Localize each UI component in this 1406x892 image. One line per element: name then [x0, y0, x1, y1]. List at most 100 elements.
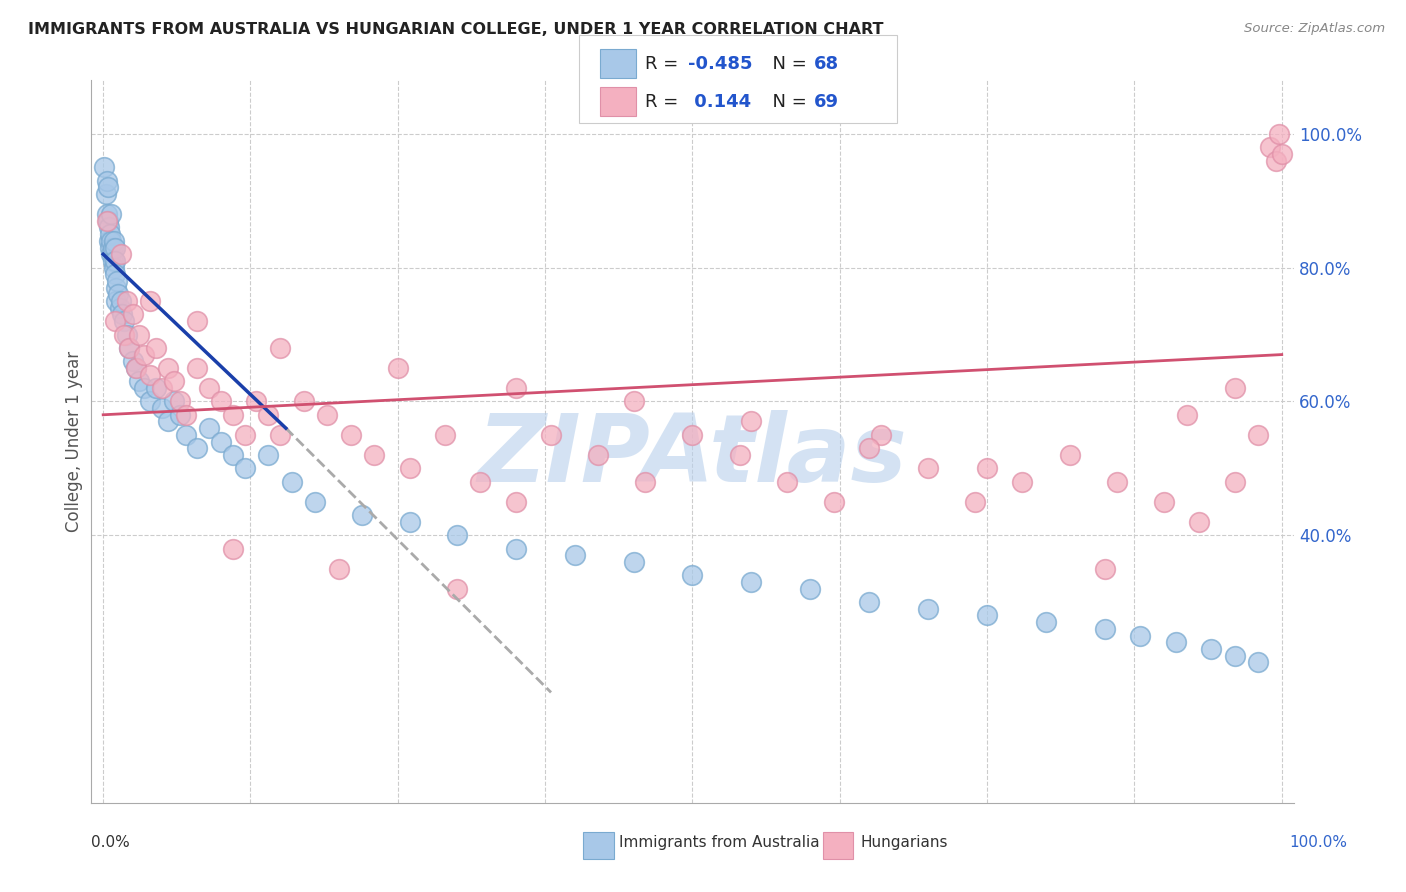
Text: Hungarians: Hungarians [860, 836, 948, 850]
Point [104, 241, 127, 255]
Point [186, 361, 208, 376]
Point [209, 434, 232, 449]
Point [281, 475, 304, 489]
Point [398, 461, 420, 475]
Point [139, 368, 162, 382]
Point [209, 394, 232, 409]
Point [150, 381, 173, 395]
Text: Immigrants from Australia: Immigrants from Australia [619, 836, 820, 850]
Point [186, 442, 208, 455]
Point [1094, 622, 1116, 636]
Point [115, 327, 138, 342]
Point [156, 414, 179, 429]
Point [1129, 628, 1152, 642]
Point [387, 361, 409, 376]
Text: N =: N = [761, 93, 813, 112]
Point [623, 394, 645, 409]
Point [96, 207, 118, 221]
Point [470, 475, 492, 489]
Point [112, 314, 135, 328]
Point [156, 361, 179, 376]
Point [98, 220, 121, 235]
Point [105, 294, 128, 309]
Point [634, 475, 657, 489]
Point [169, 394, 191, 409]
Point [1177, 408, 1199, 422]
Point [96, 173, 118, 188]
Point [198, 421, 221, 435]
Point [398, 515, 420, 529]
Point [169, 408, 191, 422]
Point [257, 448, 280, 462]
Point [97, 214, 120, 228]
Point [328, 562, 350, 576]
Point [121, 354, 143, 368]
Point [245, 394, 267, 409]
Point [1011, 475, 1033, 489]
Point [917, 461, 939, 475]
Point [104, 254, 127, 268]
Point [98, 241, 121, 255]
Point [1268, 127, 1291, 141]
Point [1059, 448, 1081, 462]
Point [446, 582, 468, 596]
Point [103, 234, 125, 248]
Point [304, 494, 326, 508]
Point [105, 274, 128, 288]
Point [145, 341, 167, 355]
Point [681, 427, 703, 442]
Point [118, 341, 141, 355]
Point [505, 381, 527, 395]
Text: R =: R = [645, 93, 685, 112]
Point [917, 602, 939, 616]
Point [1223, 648, 1246, 663]
Point [976, 461, 998, 475]
Point [233, 427, 256, 442]
Point [433, 427, 456, 442]
Point [94, 187, 117, 202]
Point [222, 541, 245, 556]
Point [139, 294, 162, 309]
Point [1199, 642, 1222, 657]
Text: R =: R = [645, 55, 685, 73]
Point [145, 381, 167, 395]
Point [776, 475, 799, 489]
Point [163, 394, 186, 409]
Point [540, 427, 562, 442]
Point [98, 227, 121, 242]
Point [1223, 475, 1246, 489]
Point [104, 314, 127, 328]
Point [1153, 494, 1175, 508]
Point [134, 381, 156, 395]
Point [139, 394, 162, 409]
Point [93, 161, 115, 175]
Point [110, 247, 132, 261]
Text: 0.0%: 0.0% [91, 836, 131, 850]
Point [100, 234, 122, 248]
Point [128, 327, 150, 342]
Text: Source: ZipAtlas.com: Source: ZipAtlas.com [1244, 22, 1385, 36]
Point [222, 408, 245, 422]
Point [107, 287, 129, 301]
Point [121, 307, 143, 322]
Point [96, 214, 118, 228]
Point [128, 375, 150, 389]
Text: 100.0%: 100.0% [1289, 836, 1347, 850]
Point [174, 408, 197, 422]
Point [104, 268, 127, 282]
Point [505, 494, 527, 508]
Point [965, 494, 987, 508]
Point [740, 414, 762, 429]
Point [1247, 655, 1270, 669]
Point [623, 555, 645, 569]
Point [1164, 635, 1187, 649]
Point [446, 528, 468, 542]
Text: ZIPAtlas: ZIPAtlas [478, 410, 907, 502]
Point [316, 408, 339, 422]
Point [858, 442, 880, 455]
Point [292, 394, 315, 409]
Point [681, 568, 703, 582]
Point [269, 427, 291, 442]
Point [108, 301, 131, 315]
Point [100, 207, 122, 221]
